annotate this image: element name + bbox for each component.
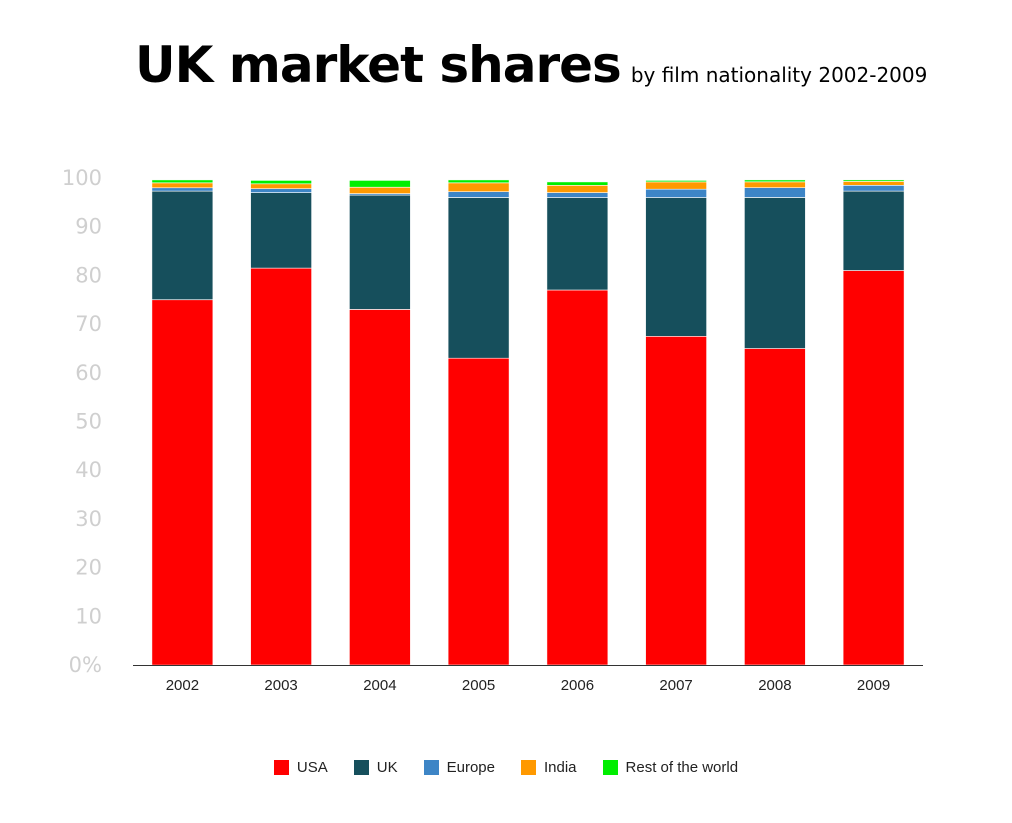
bar-rest-of-the-world-2005 — [447, 179, 510, 184]
y-axis-ticks: 0% 10 20 30 40 50 60 70 80 90 100 — [62, 166, 102, 677]
bar-uk-2004 — [349, 194, 411, 310]
bar-india-2009 — [842, 181, 905, 186]
bar-uk-2008 — [744, 197, 806, 349]
legend-label: Europe — [446, 759, 495, 776]
bar-rest-of-the-world-2006 — [546, 181, 609, 186]
bar-rest-of-the-world-2004 — [349, 180, 411, 188]
bar-india-2003 — [250, 183, 312, 190]
y-tick-label: 0% — [69, 653, 102, 677]
bar-europe-2005 — [447, 191, 510, 198]
legend-swatch — [423, 760, 439, 775]
x-tick-label: 2004 — [363, 677, 396, 694]
y-tick-label: 70 — [75, 312, 102, 336]
chart-subtitle: by film nationality 2002-2009 — [630, 63, 928, 87]
bar-uk-2009 — [842, 190, 905, 271]
y-tick-label: 40 — [75, 458, 102, 482]
bar-india-2006 — [546, 185, 609, 193]
y-tick-label: 60 — [75, 361, 102, 385]
bar-rest-of-the-world-2007 — [645, 180, 707, 183]
legend-label: India — [543, 759, 577, 776]
legend-label: Rest of the world — [625, 759, 739, 776]
y-tick-label: 50 — [75, 410, 102, 434]
bar-india-2005 — [447, 182, 510, 192]
legend-item-europe: Europe — [423, 759, 495, 776]
bar-europe-2007 — [645, 188, 707, 198]
legend-swatch — [520, 760, 536, 775]
legend-item-india: India — [520, 759, 577, 776]
y-tick-label: 10 — [75, 604, 102, 628]
bar-europe-2002 — [151, 187, 214, 192]
bar-rest-of-the-world-2008 — [744, 179, 806, 183]
bar-usa-2004 — [349, 309, 411, 666]
chart-title-block: UK market shares by film nationality 2002… — [135, 36, 927, 94]
x-tick-label: 2002 — [166, 677, 199, 694]
legend-swatch — [273, 760, 289, 775]
bar-rest-of-the-world-2009 — [842, 179, 905, 182]
y-tick-label: 20 — [75, 556, 102, 580]
legend-item-rest-of-the-world: Rest of the world — [602, 759, 739, 776]
bar-usa-2005 — [447, 357, 510, 666]
bar-usa-2003 — [250, 267, 312, 666]
x-axis-ticks: 2002 2003 2004 2005 2006 2007 2008 2009 — [166, 677, 891, 694]
y-tick-label: 80 — [75, 263, 102, 287]
bar-india-2002 — [151, 182, 214, 189]
x-tick-label: 2008 — [758, 677, 791, 694]
legend-label: UK — [376, 759, 398, 776]
bar-europe-2008 — [744, 187, 806, 198]
bar-rest-of-the-world-2003 — [250, 180, 312, 185]
bar-europe-2003 — [250, 188, 312, 193]
bar-usa-2009 — [842, 270, 905, 666]
x-tick-label: 2007 — [659, 677, 692, 694]
bar-usa-2008 — [744, 348, 806, 666]
x-tick-label: 2003 — [264, 677, 297, 694]
bar-uk-2006 — [546, 197, 609, 291]
bar-uk-2005 — [447, 197, 510, 359]
bar-rest-of-the-world-2002 — [151, 179, 214, 184]
bars-layer — [151, 179, 905, 666]
bar-india-2007 — [645, 181, 707, 190]
x-tick-label: 2005 — [462, 677, 495, 694]
bar-uk-2002 — [151, 190, 214, 301]
x-tick-label: 2009 — [857, 677, 890, 694]
bar-uk-2003 — [250, 192, 312, 269]
legend-swatch — [353, 760, 369, 775]
y-tick-label: 90 — [75, 215, 102, 239]
chart-title: UK market shares — [135, 36, 622, 94]
bar-india-2004 — [349, 187, 411, 194]
bar-usa-2002 — [151, 299, 214, 666]
bar-uk-2007 — [645, 197, 707, 337]
x-tick-label: 2006 — [561, 677, 594, 694]
bar-india-2008 — [744, 181, 806, 188]
y-tick-label: 30 — [75, 507, 102, 531]
legend-item-uk: UK — [353, 759, 398, 776]
y-tick-label: 100 — [62, 166, 102, 190]
bar-europe-2009 — [842, 185, 905, 192]
bar-europe-2006 — [546, 192, 609, 198]
bar-usa-2006 — [546, 289, 609, 666]
bar-usa-2007 — [645, 335, 707, 666]
legend-item-usa: USA — [273, 759, 328, 776]
legend: USA UK Europe India Rest of the world — [0, 759, 1012, 776]
legend-swatch — [602, 760, 618, 775]
legend-label: USA — [296, 759, 328, 776]
